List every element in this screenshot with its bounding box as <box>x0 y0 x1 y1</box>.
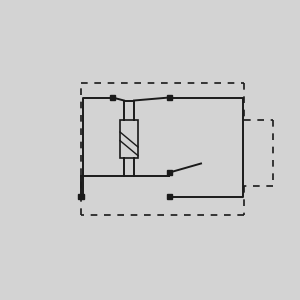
Bar <box>110 95 115 100</box>
Bar <box>167 194 172 199</box>
Bar <box>167 170 172 175</box>
Bar <box>120 120 138 158</box>
Bar <box>167 95 172 100</box>
Bar <box>79 194 84 199</box>
